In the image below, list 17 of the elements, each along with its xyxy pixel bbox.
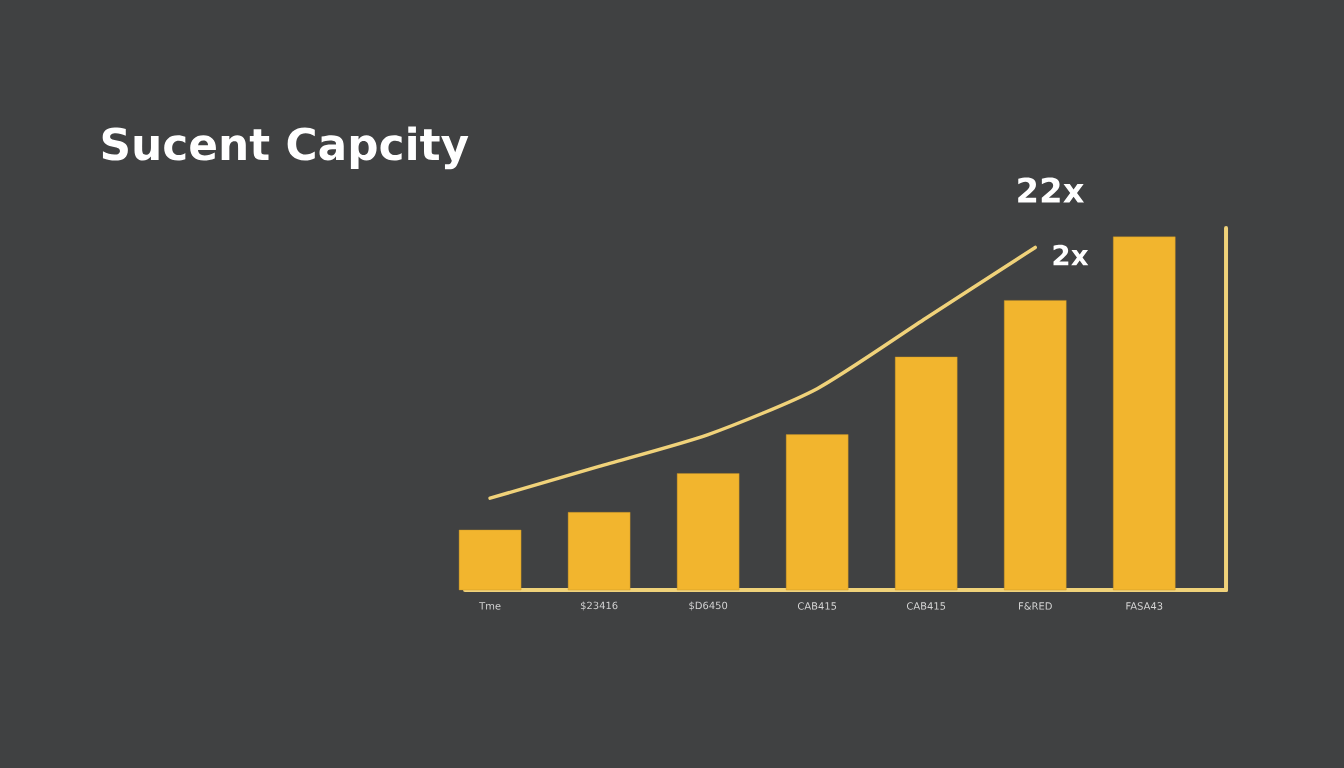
annotation: 2x [1053,244,1089,266]
x-tick-label: FASA43 [1126,602,1163,610]
bar [1004,300,1067,591]
x-tick-label: Tme [479,602,501,610]
chart-title: Sucent Capcity [102,126,469,170]
bar [567,512,631,591]
text: 22x [1018,177,1085,203]
x-tick-label: $D6450 [689,601,728,611]
bar [785,434,849,591]
x-tick-label: $23416 [580,601,618,611]
bar [676,473,740,591]
x-tick-label: CAB415 [906,602,946,610]
bar [458,529,522,591]
x-tick-label: F&RED [1019,602,1052,610]
bar [1113,236,1176,591]
x-tick-label: CAB415 [797,602,837,610]
bar [895,356,958,591]
